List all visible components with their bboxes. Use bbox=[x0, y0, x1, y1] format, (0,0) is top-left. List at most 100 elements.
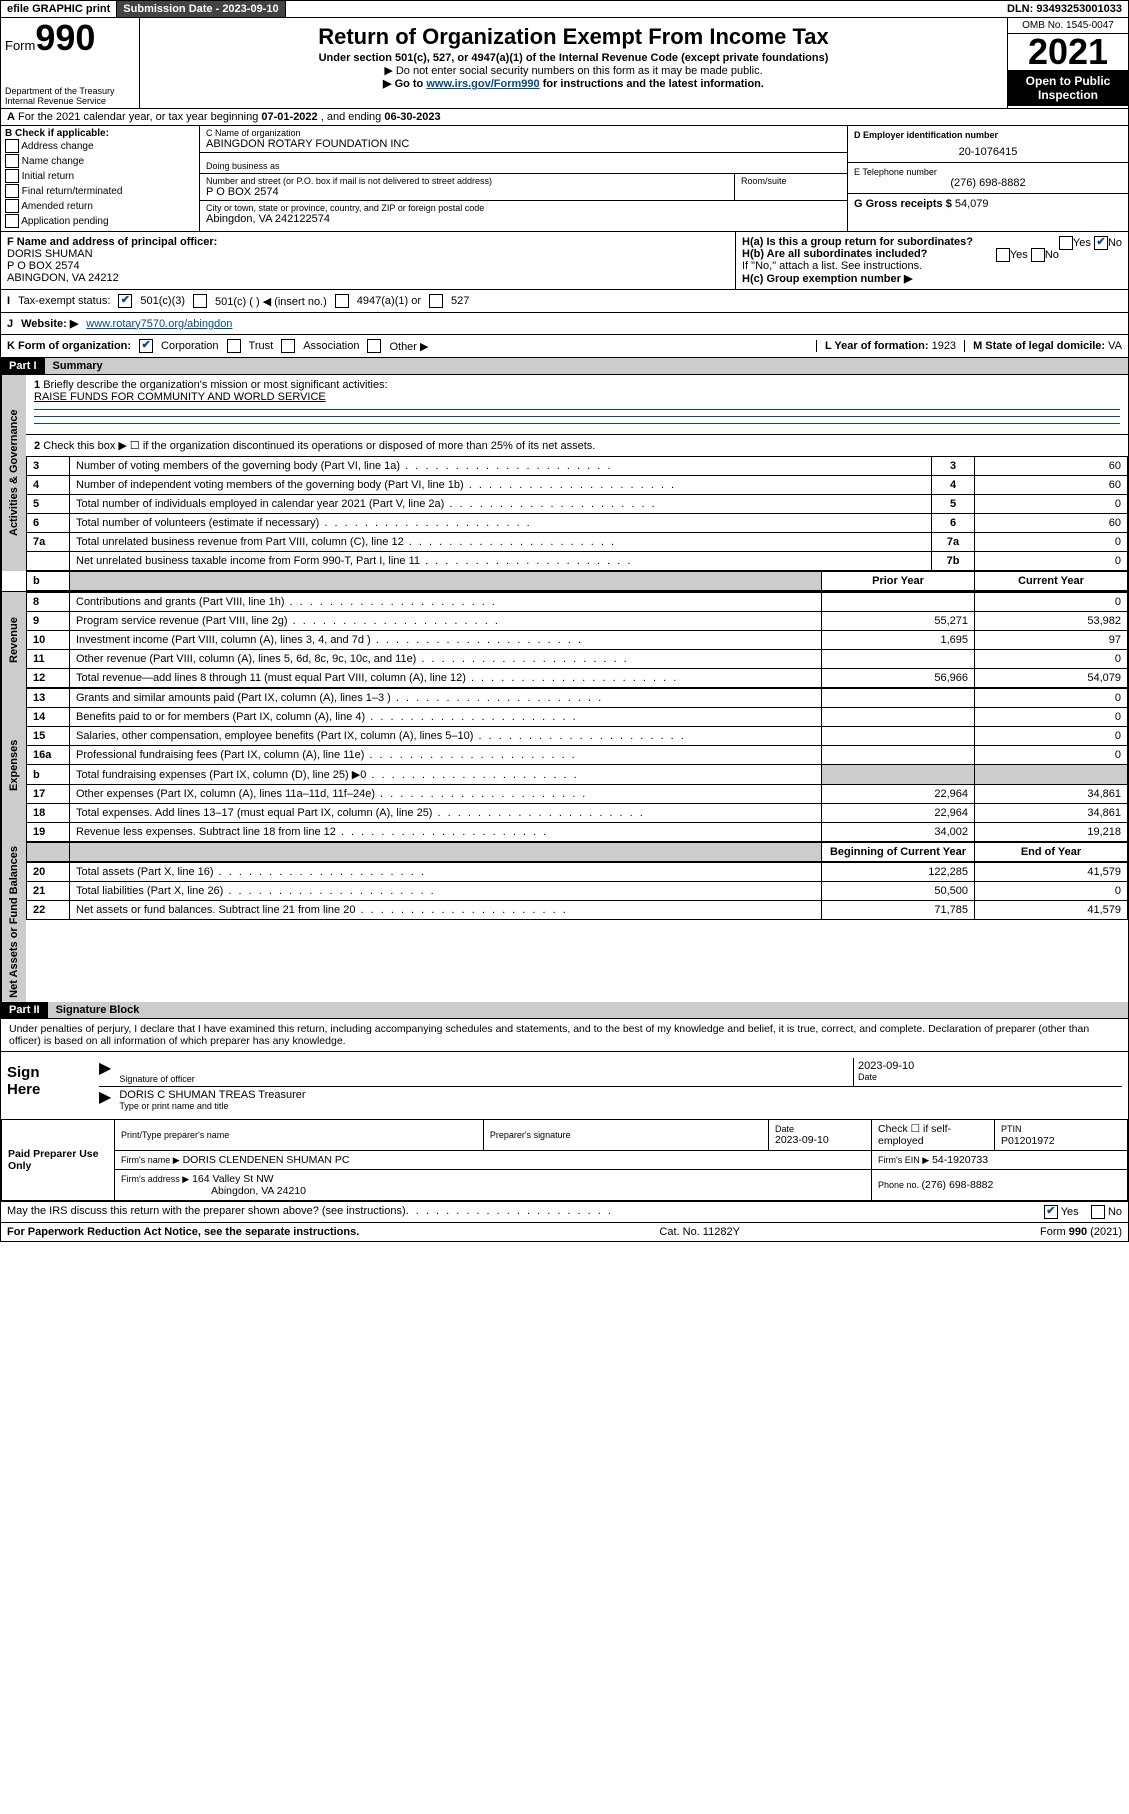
row-a-label: A bbox=[7, 111, 15, 123]
row-fh: F Name and address of principal officer:… bbox=[0, 232, 1129, 290]
opt-501c: 501(c) ( ) ◀ (insert no.) bbox=[215, 295, 327, 308]
col-b-checkboxes: B Check if applicable: Address change Na… bbox=[1, 126, 200, 231]
form-word: Form bbox=[5, 38, 35, 53]
officer-addr2: ABINGDON, VA 24212 bbox=[7, 272, 729, 284]
table-row: 4Number of independent voting members of… bbox=[27, 476, 1128, 495]
yes-label: Yes bbox=[1073, 237, 1091, 249]
discuss-no-box[interactable] bbox=[1091, 1205, 1105, 1219]
chk-label: Final return/terminated bbox=[22, 186, 123, 197]
row-a-prefix: For the 2021 calendar year, or tax year … bbox=[18, 111, 261, 123]
chk-name-change[interactable]: Name change bbox=[5, 154, 195, 169]
firm-addr2: Abingdon, VA 24210 bbox=[121, 1185, 306, 1197]
chk-trust[interactable] bbox=[227, 339, 241, 353]
hb-yes-box[interactable] bbox=[996, 248, 1010, 262]
discuss-yes-box[interactable] bbox=[1044, 1205, 1058, 1219]
form-number: 990 bbox=[35, 17, 95, 58]
irs-label: Internal Revenue Service bbox=[5, 96, 135, 106]
officer-name: DORIS SHUMAN bbox=[7, 248, 729, 260]
i-label: I bbox=[7, 295, 10, 307]
group-return: H(a) Is this a group return for subordin… bbox=[736, 232, 1128, 289]
chk-501c3[interactable] bbox=[118, 294, 132, 308]
ha-yes-box[interactable] bbox=[1059, 236, 1073, 250]
part1-title: Summary bbox=[45, 358, 1128, 374]
no-label: No bbox=[1108, 237, 1122, 249]
row-a-begin: 07-01-2022 bbox=[261, 111, 317, 123]
table-row: 18Total expenses. Add lines 13–17 (must … bbox=[27, 804, 1128, 823]
chk-initial-return[interactable]: Initial return bbox=[5, 169, 195, 184]
firm-name: DORIS CLENDENEN SHUMAN PC bbox=[183, 1154, 350, 1166]
org-name: ABINGDON ROTARY FOUNDATION INC bbox=[206, 138, 841, 150]
net-assets-table: 20Total assets (Part X, line 16)122,2854… bbox=[26, 862, 1128, 920]
room-label: Room/suite bbox=[741, 176, 841, 186]
chk-address-change[interactable]: Address change bbox=[5, 139, 195, 154]
phone-label: E Telephone number bbox=[854, 167, 1122, 177]
row-a-mid: , and ending bbox=[321, 111, 385, 123]
dba-label: Doing business as bbox=[206, 161, 841, 171]
paid-preparer-table: Paid Preparer Use Only Print/Type prepar… bbox=[1, 1119, 1128, 1201]
row-a-tax-year: A For the 2021 calendar year, or tax yea… bbox=[0, 109, 1129, 126]
spacer bbox=[27, 843, 70, 862]
firm-addr1: 164 Valley St NW bbox=[192, 1173, 274, 1185]
officer-name-label: Type or print name and title bbox=[119, 1101, 1118, 1111]
irs-link[interactable]: www.irs.gov/Form990 bbox=[426, 78, 539, 90]
chk-other[interactable] bbox=[367, 339, 381, 353]
city-value: Abingdon, VA 242122574 bbox=[206, 213, 841, 225]
chk-4947[interactable] bbox=[335, 294, 349, 308]
principal-officer: F Name and address of principal officer:… bbox=[1, 232, 736, 289]
chk-label: Name change bbox=[22, 156, 84, 167]
chk-association[interactable] bbox=[281, 339, 295, 353]
chk-501c[interactable] bbox=[193, 294, 207, 308]
firm-phone-label: Phone no. bbox=[878, 1180, 922, 1190]
sig-officer-label: Signature of officer bbox=[119, 1074, 849, 1084]
tax-year: 2021 bbox=[1008, 34, 1128, 70]
line2-text: Check this box ▶ ☐ if the organization d… bbox=[43, 440, 595, 452]
opt-corp: Corporation bbox=[161, 340, 218, 352]
arrow-icon: ▶ bbox=[99, 1087, 115, 1113]
footer-row: For Paperwork Reduction Act Notice, see … bbox=[0, 1223, 1129, 1242]
dept-treasury: Department of the Treasury bbox=[5, 86, 135, 96]
chk-application-pending[interactable]: Application pending bbox=[5, 214, 195, 229]
year-header-table: b Prior Year Current Year bbox=[26, 571, 1128, 591]
ha-no-box[interactable] bbox=[1094, 236, 1108, 250]
chk-label: Address change bbox=[21, 141, 93, 152]
prep-name-label: Print/Type preparer's name bbox=[121, 1130, 477, 1140]
self-employed-check[interactable]: Check ☐ if self-employed bbox=[872, 1119, 995, 1150]
perjury-declaration: Under penalties of perjury, I declare th… bbox=[1, 1019, 1128, 1051]
vert-governance: Activities & Governance bbox=[1, 375, 26, 571]
hc-label: H(c) Group exemption number ▶ bbox=[742, 272, 1122, 285]
vert-expenses: Expenses bbox=[1, 688, 26, 842]
table-row: 14Benefits paid to or for members (Part … bbox=[27, 708, 1128, 727]
chk-corporation[interactable] bbox=[139, 339, 153, 353]
table-row: 21Total liabilities (Part X, line 26)50,… bbox=[27, 882, 1128, 901]
state-domicile: VA bbox=[1108, 340, 1122, 352]
col-b-header: B Check if applicable: bbox=[5, 128, 195, 139]
row-i-tax-status: I Tax-exempt status: 501(c)(3) 501(c) ( … bbox=[0, 290, 1129, 313]
goto-prefix: ▶ Go to bbox=[383, 78, 426, 90]
chk-527[interactable] bbox=[429, 294, 443, 308]
opt-501c3: 501(c)(3) bbox=[140, 295, 185, 307]
row-a-end: 06-30-2023 bbox=[384, 111, 440, 123]
firm-addr-label: Firm's address ▶ bbox=[121, 1174, 189, 1184]
chk-amended-return[interactable]: Amended return bbox=[5, 199, 195, 214]
table-row: 10Investment income (Part VIII, column (… bbox=[27, 631, 1128, 650]
net-header-table: Beginning of Current Year End of Year bbox=[26, 842, 1128, 862]
ha-label: H(a) Is this a group return for subordin… bbox=[742, 236, 973, 248]
j-label: J bbox=[7, 318, 13, 330]
no-label: No bbox=[1045, 249, 1059, 261]
prior-year-header: Prior Year bbox=[822, 572, 975, 591]
section-governance: Activities & Governance 1 Briefly descri… bbox=[0, 375, 1129, 571]
note-goto: ▶ Go to www.irs.gov/Form990 for instruct… bbox=[144, 77, 1003, 90]
ein-value: 20-1076415 bbox=[854, 140, 1122, 158]
website-link[interactable]: www.rotary7570.org/abingdon bbox=[86, 318, 232, 330]
paperwork-notice: For Paperwork Reduction Act Notice, see … bbox=[7, 1226, 359, 1238]
chk-final-return[interactable]: Final return/terminated bbox=[5, 184, 195, 199]
arrow-icon: ▶ bbox=[99, 1058, 115, 1086]
hb-no-box[interactable] bbox=[1031, 248, 1045, 262]
table-row: 20Total assets (Part X, line 16)122,2854… bbox=[27, 863, 1128, 882]
spacer bbox=[70, 843, 822, 862]
line1-num: 1 bbox=[34, 379, 40, 391]
opt-4947: 4947(a)(1) or bbox=[357, 295, 421, 307]
col-deg: D Employer identification number 20-1076… bbox=[848, 126, 1128, 231]
officer-label: F Name and address of principal officer: bbox=[7, 236, 729, 248]
section-expenses: Expenses 13Grants and similar amounts pa… bbox=[0, 688, 1129, 842]
